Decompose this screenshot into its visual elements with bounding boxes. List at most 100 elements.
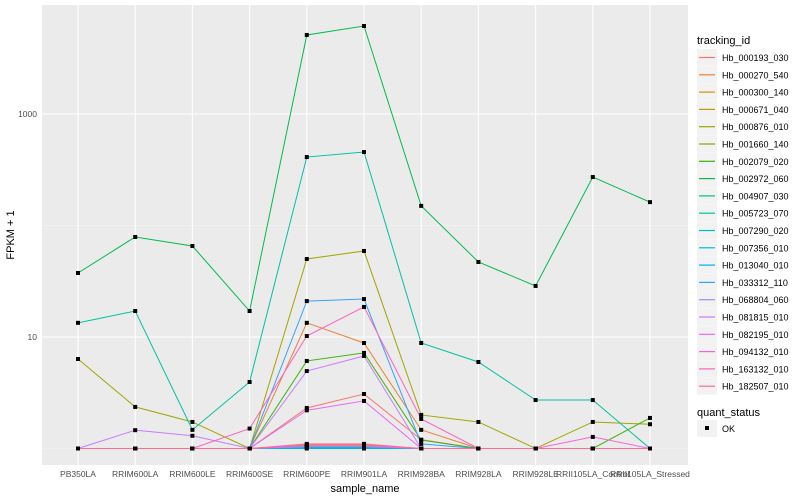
data-point <box>590 175 595 180</box>
data-point <box>133 446 138 451</box>
data-point <box>419 412 424 417</box>
data-point <box>362 248 366 253</box>
legend-label: Hb_004907_030 <box>722 191 789 201</box>
legend-label: Hb_000876_010 <box>722 122 789 132</box>
legend-label: Hb_000300_140 <box>722 88 789 98</box>
x-tick-label: RRIM928BA <box>398 469 446 479</box>
data-point <box>304 334 309 339</box>
data-point <box>304 441 309 446</box>
data-point <box>304 299 309 304</box>
legend-label: Hb_000671_040 <box>722 105 789 115</box>
legend-label: Hb_001660_140 <box>722 140 789 150</box>
legend-label: Hb_002079_020 <box>722 157 789 167</box>
data-point <box>362 340 366 345</box>
legend-label: Hb_007290_020 <box>722 226 789 236</box>
y-tick-label: 10 <box>28 332 38 342</box>
data-point <box>247 379 252 384</box>
legend-label: Hb_182507_010 <box>722 382 789 392</box>
data-point <box>76 270 80 275</box>
data-point <box>133 428 138 433</box>
data-point <box>648 446 652 451</box>
legend-label: Hb_033312_110 <box>722 278 788 288</box>
data-point <box>133 404 138 409</box>
data-point <box>362 392 366 397</box>
x-tick-label: RRIM600LE <box>169 469 216 479</box>
data-point <box>362 398 366 403</box>
data-point <box>304 408 309 413</box>
data-point <box>533 283 538 288</box>
x-tick-label: RRII105LA_Stressed <box>610 469 690 479</box>
data-point <box>304 369 309 374</box>
data-point <box>533 398 538 403</box>
data-point <box>190 419 195 424</box>
data-point <box>476 259 481 264</box>
data-point <box>304 32 309 37</box>
legend-label: Hb_081815_010 <box>722 313 789 323</box>
shape-legend-label: OK <box>722 424 735 434</box>
data-point <box>590 398 595 403</box>
data-point <box>476 359 481 364</box>
data-point <box>419 203 424 208</box>
data-point <box>362 304 366 309</box>
data-point <box>590 446 595 451</box>
legend-label: Hb_007356_010 <box>722 243 789 253</box>
legend-label: Hb_000270_540 <box>722 70 789 80</box>
data-point <box>419 438 424 443</box>
data-point <box>76 320 80 325</box>
legend-label: Hb_000193_030 <box>722 53 789 63</box>
legend-label: Hb_068804_060 <box>722 295 789 305</box>
data-point <box>76 446 80 451</box>
data-point <box>133 234 138 239</box>
data-point <box>362 441 366 446</box>
x-tick-label: RRIM600LA <box>112 469 159 479</box>
data-point <box>419 441 424 446</box>
legend-label: Hb_002972_060 <box>722 174 789 184</box>
data-point <box>362 150 366 155</box>
plot-panel <box>42 5 688 465</box>
data-point <box>190 243 195 248</box>
legend-label: Hb_005723_070 <box>722 209 789 219</box>
data-point <box>419 427 424 432</box>
data-point <box>362 297 366 302</box>
data-point <box>476 419 481 424</box>
data-point <box>419 340 424 345</box>
data-point <box>419 446 424 451</box>
legend-title: tracking_id <box>697 35 750 47</box>
x-tick-label: PB350LA <box>60 469 96 479</box>
x-tick-label: RRIM600SE <box>226 469 274 479</box>
x-tick-label: RRIM928LE <box>512 469 559 479</box>
data-point <box>590 434 595 439</box>
x-tick-label: RRII105LA_Control <box>556 469 630 479</box>
data-point <box>76 356 80 361</box>
x-tick-label: RRIM928LA <box>455 469 502 479</box>
data-point <box>648 200 652 205</box>
legend-label: Hb_013040_010 <box>722 261 789 271</box>
shape-legend-title: quant_status <box>697 407 760 419</box>
data-point <box>533 446 538 451</box>
y-tick-label: 1000 <box>18 109 37 119</box>
data-point <box>419 416 424 421</box>
data-point <box>476 446 481 451</box>
data-point <box>304 155 309 160</box>
data-point <box>190 427 195 432</box>
data-point <box>190 433 195 438</box>
legend-label: Hb_163132_010 <box>722 364 789 374</box>
data-point <box>304 358 309 363</box>
point-square-icon <box>705 426 709 430</box>
y-axis-title: FPKM + 1 <box>5 210 17 259</box>
data-point <box>362 350 366 355</box>
data-point <box>362 24 366 29</box>
data-point <box>648 415 652 420</box>
legend-label: Hb_094132_010 <box>722 347 789 357</box>
data-point <box>190 446 195 451</box>
data-point <box>304 320 309 325</box>
data-point <box>362 353 366 358</box>
data-point <box>304 405 309 410</box>
data-point <box>247 309 252 314</box>
data-point <box>304 256 309 261</box>
data-point <box>247 446 252 451</box>
data-point <box>133 309 138 314</box>
x-tick-label: RRIM600PE <box>283 469 331 479</box>
data-point <box>648 422 652 427</box>
